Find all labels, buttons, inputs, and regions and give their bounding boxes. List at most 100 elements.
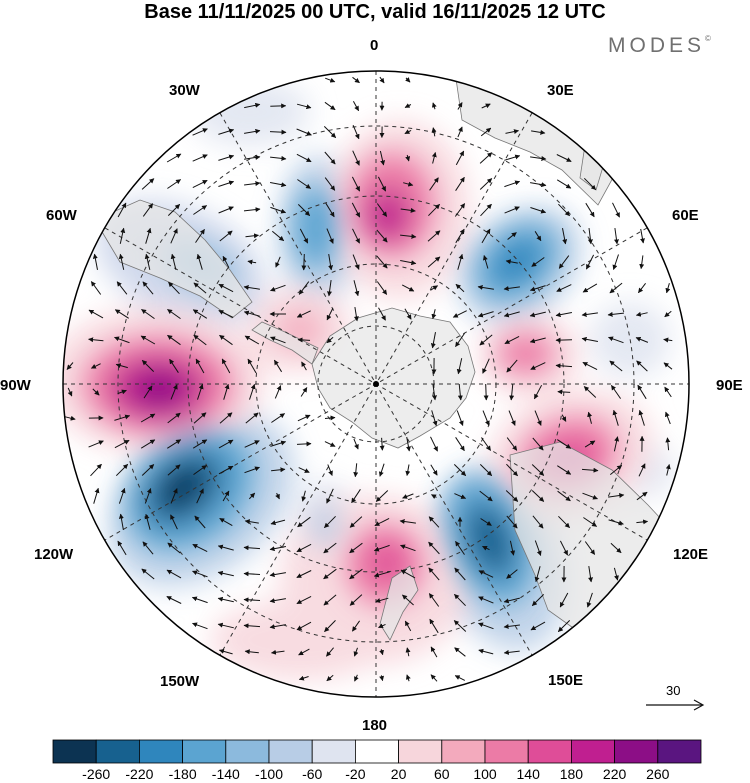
colorbar-box xyxy=(311,739,356,764)
wind-arrow xyxy=(480,518,492,526)
wind-arrow xyxy=(503,286,520,291)
wind-arrow xyxy=(167,204,181,216)
wind-arrow xyxy=(663,337,673,343)
wind-arrow xyxy=(530,362,546,370)
wind-arrow xyxy=(271,467,286,473)
wind-arrow xyxy=(456,358,463,375)
wind-arrow xyxy=(298,467,310,473)
colorbar-tick-label: -60 xyxy=(302,766,323,782)
wind-arrow xyxy=(324,177,336,191)
wind-arrow xyxy=(531,257,545,267)
colorbar-tick-label: 100 xyxy=(473,766,497,782)
wind-arrow xyxy=(404,308,412,320)
wind-arrow xyxy=(453,620,467,632)
wind-arrow xyxy=(88,337,104,343)
wind-arrow xyxy=(298,281,310,295)
wind-arrow xyxy=(301,253,307,271)
wind-arrow xyxy=(323,594,337,606)
wind-arrow xyxy=(379,437,385,451)
wind-arrow xyxy=(479,152,493,164)
wind-arrow xyxy=(481,103,491,109)
colorbar-tick-label: -260 xyxy=(82,766,111,782)
colorbar-box xyxy=(95,739,140,764)
wind-arrow xyxy=(167,464,181,476)
wind-arrow xyxy=(582,492,598,500)
wind-arrow xyxy=(477,311,494,318)
wind-arrow xyxy=(167,308,181,320)
wind-arrow xyxy=(508,410,516,426)
wind-arrow xyxy=(403,181,414,187)
wind-arrow xyxy=(556,179,572,189)
wind-arrow xyxy=(351,489,361,504)
wind-arrow xyxy=(196,488,204,504)
wind-arrow xyxy=(114,439,130,449)
wind-arrow xyxy=(506,569,518,579)
wind-arrow xyxy=(374,517,390,527)
wind-arrow xyxy=(144,253,151,270)
wind-arrow xyxy=(533,384,543,400)
wind-arrow xyxy=(298,675,309,681)
wind-arrow xyxy=(480,203,492,217)
wind-arrow xyxy=(324,515,336,529)
colorbar-tick-label: 20 xyxy=(390,766,407,782)
wind-arrow xyxy=(115,363,128,369)
wind-arrow xyxy=(431,410,438,427)
wind-arrow xyxy=(404,103,412,108)
wind-arrow xyxy=(249,383,256,400)
wind-arrow xyxy=(663,362,673,370)
colorbar-tick-label: 60 xyxy=(434,766,450,782)
colorbar-box xyxy=(398,739,443,764)
wind-arrow xyxy=(427,230,441,242)
wind-arrow xyxy=(479,178,493,190)
wind-arrow xyxy=(479,334,493,346)
wind-arrow xyxy=(326,228,334,244)
wind-arrow xyxy=(480,437,492,451)
wind-arrow xyxy=(378,307,386,321)
wind-arrow xyxy=(402,493,414,499)
wind-arrow xyxy=(300,387,308,397)
wind-arrow xyxy=(608,336,624,344)
wind-arrow xyxy=(504,206,520,214)
wind-arrow xyxy=(114,309,129,319)
wind-arrow xyxy=(142,541,154,555)
lon-label-120w: 120W xyxy=(34,546,74,563)
wind-arrow xyxy=(531,594,545,606)
wind-arrow xyxy=(428,203,440,217)
reference-vector-label: 30 xyxy=(666,683,681,698)
wind-arrow xyxy=(453,464,467,476)
wind-arrow xyxy=(455,150,465,166)
wind-arrow xyxy=(325,202,335,218)
wind-arrow xyxy=(531,129,546,135)
wind-arrow xyxy=(192,543,208,553)
wind-arrow xyxy=(170,228,178,244)
colorbar-box xyxy=(268,739,313,764)
wind-arrow xyxy=(88,309,104,319)
wind-arrow xyxy=(118,253,125,270)
wind-arrow xyxy=(170,253,177,270)
wind-arrow xyxy=(483,383,489,401)
colorbar-box xyxy=(354,739,399,764)
wind-arrow xyxy=(324,151,336,165)
colorbar-tick-label: -140 xyxy=(211,766,240,782)
wind-arrow xyxy=(376,229,388,243)
wind-arrow xyxy=(558,203,570,217)
wind-arrow xyxy=(478,648,494,655)
wind-arrow xyxy=(117,540,127,556)
wind-arrow xyxy=(243,207,261,213)
wind-arrow xyxy=(296,103,312,110)
wind-arrow xyxy=(401,284,415,292)
wind-arrow xyxy=(221,358,231,374)
wind-arrow xyxy=(455,540,465,555)
wind-arrow xyxy=(400,544,416,552)
wind-arrow xyxy=(612,254,619,270)
wind-arrow xyxy=(478,570,494,578)
wind-arrow xyxy=(456,410,464,426)
wind-arrow xyxy=(353,647,359,657)
wind-arrow xyxy=(373,571,390,578)
wind-arrow xyxy=(665,411,671,425)
wind-arrow xyxy=(296,621,312,631)
wind-arrow xyxy=(297,516,311,528)
wind-arrow xyxy=(247,259,257,265)
wind-arrow xyxy=(582,361,598,371)
